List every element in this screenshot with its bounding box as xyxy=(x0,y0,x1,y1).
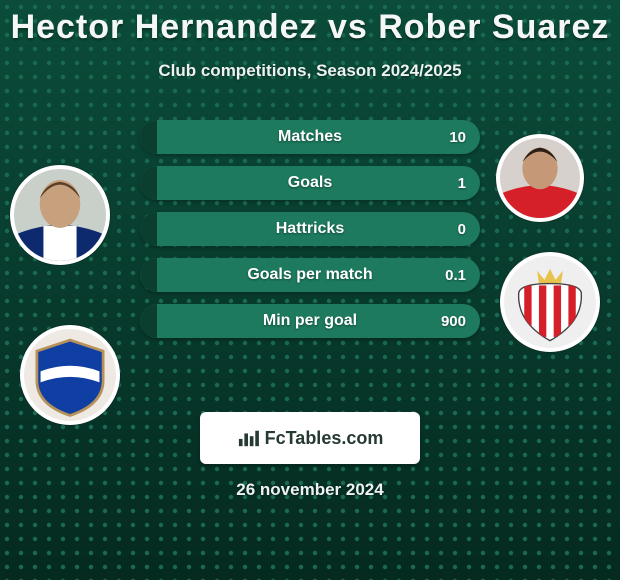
stat-right-value: 0 xyxy=(458,221,466,238)
stat-label: Matches xyxy=(140,128,480,146)
stat-right-value: 10 xyxy=(449,129,466,146)
stat-row: Hattricks0 xyxy=(140,212,480,246)
player-left-silhouette xyxy=(14,169,106,261)
stat-right-value: 0.1 xyxy=(445,267,466,284)
stat-label: Goals per match xyxy=(140,266,480,284)
comparison-subtitle: Club competitions, Season 2024/2025 xyxy=(0,61,620,81)
club-right-crest xyxy=(500,252,600,352)
player-left-avatar xyxy=(10,165,110,265)
player-right-avatar xyxy=(496,134,584,222)
stats-list: Matches10Goals1Hattricks0Goals per match… xyxy=(140,120,480,350)
stat-row: Goals1 xyxy=(140,166,480,200)
club-left-crest-svg xyxy=(24,329,116,421)
stat-label: Min per goal xyxy=(140,312,480,330)
stat-label: Hattricks xyxy=(140,220,480,238)
stat-label: Goals xyxy=(140,174,480,192)
fctables-badge-text: FcTables.com xyxy=(265,428,384,449)
club-right-crest-svg xyxy=(504,256,596,348)
stat-row: Matches10 xyxy=(140,120,480,154)
fctables-badge: FcTables.com xyxy=(200,412,420,464)
comparison-title: Hector Hernandez vs Rober Suarez xyxy=(0,0,620,47)
stat-right-value: 900 xyxy=(441,313,466,330)
stat-right-value: 1 xyxy=(458,175,466,192)
player-right-silhouette xyxy=(500,138,580,218)
bar-chart-icon xyxy=(237,428,259,448)
comparison-date: 26 november 2024 xyxy=(0,480,620,500)
stat-row: Min per goal900 xyxy=(140,304,480,338)
club-left-crest xyxy=(20,325,120,425)
stat-row: Goals per match0.1 xyxy=(140,258,480,292)
